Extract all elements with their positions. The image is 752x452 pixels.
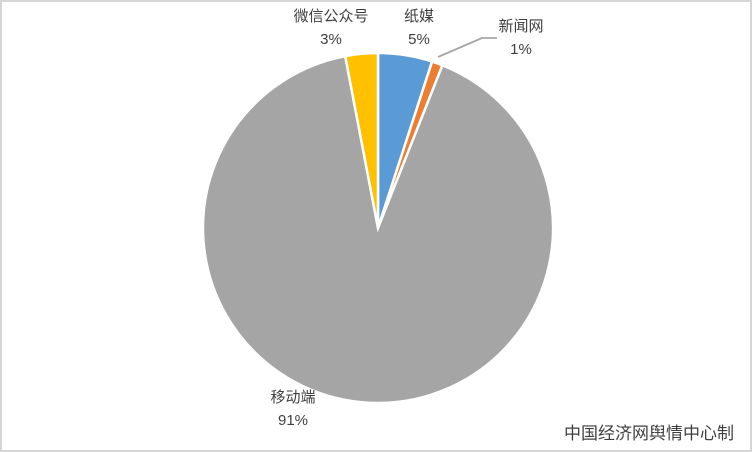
- credit-text: 中国经济网舆情中心制: [564, 424, 734, 443]
- data-label-news-web: 新闻网 1%: [498, 15, 543, 61]
- pie-slices-group: [201, 51, 555, 405]
- data-label-news-web-pct: 1%: [510, 41, 532, 58]
- data-label-mobile: 移动端 91%: [270, 386, 315, 432]
- data-label-wechat: 微信公众号 3%: [293, 5, 368, 51]
- label-leader-line: [437, 37, 497, 58]
- data-label-news-web-name: 新闻网: [498, 18, 544, 35]
- data-label-print-media: 纸媒 5%: [404, 5, 434, 51]
- data-label-mobile-name: 移动端: [270, 389, 316, 406]
- pie-slice-3: [201, 54, 555, 405]
- pie-slice-4: [343, 51, 380, 229]
- data-label-wechat-pct: 3%: [320, 31, 342, 48]
- data-label-wechat-name: 微信公众号: [293, 8, 369, 25]
- data-label-print-media-name: 纸媒: [403, 8, 435, 25]
- data-label-print-media-pct: 5%: [408, 31, 430, 48]
- data-label-mobile-pct: 91%: [277, 412, 309, 429]
